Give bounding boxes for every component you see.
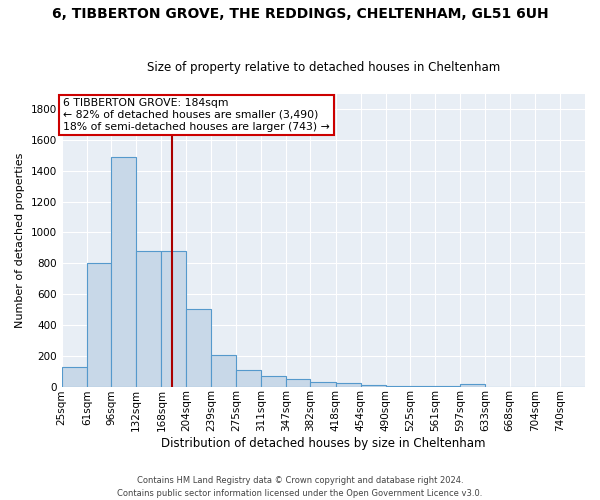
Bar <box>111 157 136 386</box>
Bar <box>261 376 286 386</box>
Bar <box>211 355 236 386</box>
Y-axis label: Number of detached properties: Number of detached properties <box>15 152 25 328</box>
Bar <box>460 384 485 386</box>
Bar <box>335 384 361 386</box>
Bar <box>236 370 261 386</box>
Text: 6 TIBBERTON GROVE: 184sqm
← 82% of detached houses are smaller (3,490)
18% of se: 6 TIBBERTON GROVE: 184sqm ← 82% of detac… <box>63 98 330 132</box>
Bar <box>161 251 187 386</box>
Bar <box>62 366 87 386</box>
Bar <box>87 263 111 386</box>
Bar <box>136 251 161 386</box>
X-axis label: Distribution of detached houses by size in Cheltenham: Distribution of detached houses by size … <box>161 437 485 450</box>
Text: 6, TIBBERTON GROVE, THE REDDINGS, CHELTENHAM, GL51 6UH: 6, TIBBERTON GROVE, THE REDDINGS, CHELTE… <box>52 8 548 22</box>
Text: Contains HM Land Registry data © Crown copyright and database right 2024.
Contai: Contains HM Land Registry data © Crown c… <box>118 476 482 498</box>
Bar <box>310 382 335 386</box>
Bar <box>361 385 386 386</box>
Bar <box>286 379 310 386</box>
Title: Size of property relative to detached houses in Cheltenham: Size of property relative to detached ho… <box>147 62 500 74</box>
Bar <box>187 310 211 386</box>
